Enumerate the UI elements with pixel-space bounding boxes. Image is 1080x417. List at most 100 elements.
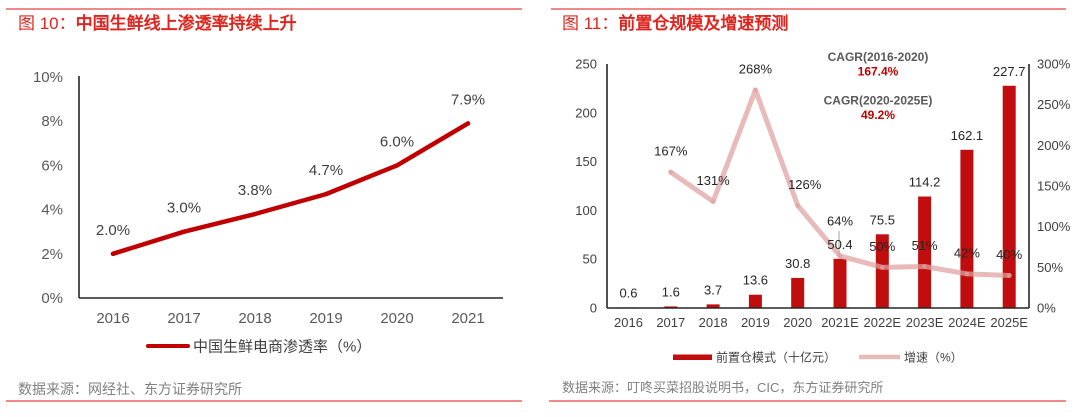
x-tick-label: 2019 xyxy=(741,315,770,330)
growth-point xyxy=(1006,273,1012,278)
left-y-tick-label: 50 xyxy=(583,252,597,267)
left-y-tick-label: 250 xyxy=(575,57,597,72)
bar-value-label: 0.6 xyxy=(619,285,637,300)
growth-value-label: 167% xyxy=(654,144,688,159)
growth-point xyxy=(837,253,843,259)
bottom-rule-left xyxy=(6,400,522,402)
right-y-tick-label: 200% xyxy=(1037,138,1071,153)
legend-label-growth: 增速（%） xyxy=(904,351,963,365)
x-tick-label: 2016 xyxy=(96,310,129,327)
x-tick-label: 2018 xyxy=(238,310,271,327)
penetration-rate-chart: 0% 2% 4% 6% 8% 10% 2016 2017 2018 2019 2020 2021 2.0… xyxy=(33,69,503,356)
x-tick-label: 2021 xyxy=(451,310,484,327)
data-label: 2.0% xyxy=(96,222,130,239)
growth-value-label: 40% xyxy=(996,247,1022,262)
data-label: 7.9% xyxy=(451,91,485,108)
bar-value-label: 13.6 xyxy=(743,273,768,288)
cagr-annotation-value: 49.2% xyxy=(861,108,895,122)
data-label: 4.7% xyxy=(309,162,343,179)
data-point xyxy=(181,229,187,234)
x-tick-label: 2017 xyxy=(167,310,200,327)
y-tick-label: 10% xyxy=(33,69,63,86)
x-tick-label: 2019 xyxy=(309,310,342,327)
data-label: 3.0% xyxy=(167,200,201,217)
growth-value-label: 268% xyxy=(739,62,773,77)
growth-point xyxy=(753,87,758,93)
y-tick-label: 4% xyxy=(41,202,63,219)
right-y-tick-label: 250% xyxy=(1037,97,1071,112)
bar xyxy=(791,277,805,308)
cagr-annotation-value: 167.4% xyxy=(858,65,899,79)
left-y-tick-label: 0 xyxy=(590,301,597,316)
figure-title-text: 中国生鲜线上渗透率持续上升 xyxy=(75,14,297,33)
growth-value-label: 64% xyxy=(827,213,853,228)
data-source-right: 数据来源：叮咚买菜招股说明书，CIC，东方证券研究所 xyxy=(562,380,884,395)
data-source-left: 数据来源：网经社、东方证券研究所 xyxy=(18,381,242,397)
bar-value-label: 75.5 xyxy=(870,212,895,227)
x-tick-label: 2022E xyxy=(864,315,902,330)
right-y-tick-label: 100% xyxy=(1037,219,1071,234)
bar-value-label: 162.1 xyxy=(951,128,984,143)
data-point xyxy=(465,121,471,126)
x-tick-label: 2024E xyxy=(948,315,986,330)
growth-point xyxy=(964,271,970,277)
x-tick-label: 2016 xyxy=(614,315,643,330)
growth-point xyxy=(879,264,885,270)
bar-value-label: 30.8 xyxy=(785,256,810,271)
bar xyxy=(833,258,847,308)
bar xyxy=(748,294,762,308)
bar xyxy=(918,196,932,308)
bar xyxy=(875,234,889,308)
growth-point xyxy=(795,203,801,208)
right-y-tick-label: 50% xyxy=(1037,260,1063,275)
y-tick-label: 8% xyxy=(41,113,63,130)
x-tick-label: 2025E xyxy=(990,315,1028,330)
x-tick-label: 2017 xyxy=(656,315,685,330)
growth-value-label: 126% xyxy=(788,177,822,192)
y-tick-label: 2% xyxy=(41,246,63,263)
figure-number: 图 11： xyxy=(562,14,619,33)
left-y-tick-label: 100 xyxy=(575,203,597,218)
cagr-annotation-label: CAGR(2020-2025E) xyxy=(824,94,933,108)
bar-value-label: 227.7 xyxy=(993,64,1026,79)
figure-title-text: 前置仓规模及增速预测 xyxy=(618,14,789,33)
y-tick-label: 6% xyxy=(41,157,63,174)
data-point xyxy=(110,251,116,256)
x-tick-label: 2020 xyxy=(783,315,812,330)
data-point xyxy=(252,211,258,217)
bottom-rule-right xyxy=(549,400,1066,402)
figure-title-right: 图 11：前置仓规模及增速预测 xyxy=(562,13,788,35)
data-label: 3.8% xyxy=(238,182,272,199)
figure-title-left: 图 10：中国生鲜线上渗透率持续上升 xyxy=(18,13,297,35)
chart-body: 0 50 100 150 200 250 0% 50% 100% 150% 200% 250% 300%… xyxy=(575,50,1070,365)
legend-label: 中国生鲜电商渗透率（%） xyxy=(193,339,371,356)
x-tick-label: 2023E xyxy=(906,315,944,330)
left-y-tick-label: 150 xyxy=(575,154,597,169)
bar xyxy=(960,149,974,308)
cagr-annotation-label: CAGR(2016-2020) xyxy=(828,50,929,64)
data-label: 6.0% xyxy=(380,133,414,150)
bar-value-label: 114.2 xyxy=(909,175,941,190)
bar-value-label: 3.7 xyxy=(704,282,722,297)
front-warehouse-scale-chart: 0 50 100 150 200 250 0% 50% 100% 150% 200% 250% 300%… xyxy=(575,50,1070,365)
x-tick-label: 2018 xyxy=(699,315,728,330)
legend-bar-swatch xyxy=(673,354,712,360)
growth-value-label: 42% xyxy=(954,245,980,260)
left-y-tick-label: 200 xyxy=(575,105,597,120)
growth-point xyxy=(668,169,674,175)
top-rule-left xyxy=(6,8,522,10)
penetration-series-line xyxy=(110,121,471,257)
bar xyxy=(1002,85,1016,308)
right-y-tick-label: 0% xyxy=(1037,301,1056,316)
x-tick-label: 2020 xyxy=(380,310,413,327)
right-y-tick-label: 150% xyxy=(1037,179,1071,194)
growth-point xyxy=(710,199,716,204)
figure-number: 图 10： xyxy=(18,14,76,33)
data-point xyxy=(394,163,400,168)
legend-label-bars: 前置仓模式（十亿元） xyxy=(716,350,836,365)
x-tick-label: 2021E xyxy=(821,315,859,330)
top-rule-right xyxy=(551,8,1066,10)
bar-value-label: 50.4 xyxy=(827,237,852,252)
growth-value-label: 50% xyxy=(869,239,895,254)
